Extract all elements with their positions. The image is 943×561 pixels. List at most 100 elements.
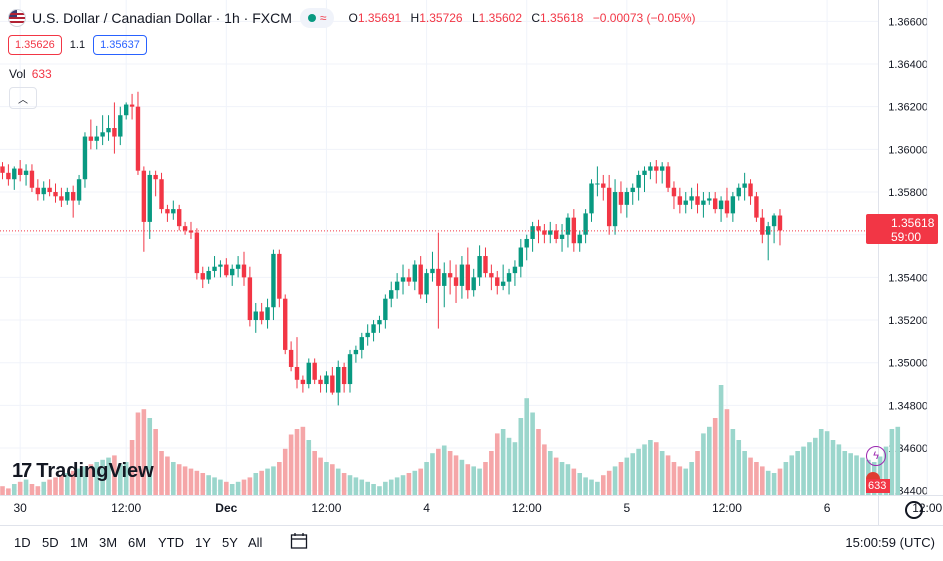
volume-bar [801,446,806,495]
market-status-pill[interactable]: ≈ [299,8,335,28]
range-all-button[interactable]: All [248,535,263,550]
volume-bar [447,451,453,495]
candle-body [518,247,524,267]
candle-body [665,166,671,188]
volume-bar [530,412,535,495]
candle-body [389,290,394,299]
x-tick-label: 12:00 [311,501,341,515]
utc-clock[interactable]: 15:00:59 (UTC) [845,535,935,550]
y-tick-label: 1.35400 [888,272,928,284]
candle-body [695,196,700,205]
buy-price-button[interactable]: 1.35637 [93,35,147,55]
candle-body [383,298,388,321]
volume-bar [436,448,441,495]
range-1d-button[interactable]: 1D [14,535,31,550]
candle-body [506,273,512,282]
x-tick-label: 12:00 [512,501,542,515]
volume-bar [742,451,747,495]
volume-bar [465,464,471,495]
candle-body [406,277,412,282]
range-5y-button[interactable]: 5Y [222,535,238,550]
volume-bar [718,385,724,495]
volume-bar [659,451,665,495]
volume-bar [500,429,506,495]
volume-bar [547,451,553,495]
volume-bar [430,453,435,495]
candle-body [17,168,23,175]
volume-bar [842,451,848,495]
volume-bar [830,440,836,495]
range-3m-button[interactable]: 3M [99,535,118,550]
candle-body [76,179,82,201]
volume-bar [724,409,730,495]
candle-body [447,273,453,278]
range-ytd-button[interactable]: YTD [158,535,184,550]
candle-body [347,354,353,385]
candle-body [288,349,294,367]
volume-bar [630,453,636,495]
volume-bar [400,475,406,495]
volume-bar [818,429,824,495]
volume-bar [518,418,524,495]
volume-bar [536,429,541,495]
volume-bar [312,451,317,495]
candle-body [271,253,276,308]
volume-bar [783,462,789,495]
volume-bar [748,457,753,495]
candle-body [94,136,99,141]
candle-body [601,183,606,188]
candle-body [330,375,335,393]
quote-panel: 1.35626 1.1 1.35637 [8,35,147,55]
volume-bar [418,468,423,495]
tradingview-logo[interactable]: 17 TradingView [12,460,154,483]
volume-bar [388,479,394,495]
candle-body [12,168,17,180]
candle-body [141,170,147,222]
settings-gear-icon[interactable] [905,501,923,519]
candle-body [171,209,176,214]
volume-bar [165,456,170,495]
volume-bar [218,479,223,495]
range-6m-button[interactable]: 6M [128,535,147,550]
volume-bar [377,486,382,495]
symbol-title[interactable]: U.S. Dollar / Canadian Dollar · 1h · FXC… [32,10,292,26]
volume-bar [206,475,211,495]
volume-bar [877,456,883,495]
volume-bar [6,488,11,495]
candle-body [442,273,447,286]
volume-bar [471,466,476,495]
range-1m-button[interactable]: 1M [70,535,89,550]
volume-bar [47,479,52,495]
usd-flag-icon [8,9,26,27]
volume-bar [512,442,518,495]
candle-body [712,198,718,210]
sell-price-button[interactable]: 1.35626 [8,35,62,55]
candle-body [642,170,647,175]
candle-body [112,128,117,137]
volume-bar [300,426,306,495]
volume-tag: 633 [866,479,890,493]
volume-bar [353,477,359,495]
candle-body [659,166,665,171]
volume-bar [565,464,571,495]
calendar-goto-icon[interactable] [290,532,308,550]
price-chart[interactable]: 1.36600 1.36400 1.36200 1.36000 1.35800 1.356… [0,0,943,525]
volume-bar [35,486,41,495]
volume-bar [277,462,282,495]
range-1y-button[interactable]: 1Y [195,535,211,550]
volume-bar [112,455,117,495]
candle-body [412,264,417,282]
candle-body [430,268,435,274]
bottom-toolbar: 1D 5D 1M 3M 6M YTD 1Y 5Y All 15:00:59 (U… [0,525,943,561]
volume-bar [424,462,429,495]
range-5d-button[interactable]: 5D [42,535,59,550]
y-tick-label: 1.36600 [888,16,928,28]
candle-body [247,277,253,321]
ohlc-values: O1.35691 H1.35726 L1.35602 C1.35618 −0.0… [348,11,696,25]
volume-bar [860,457,865,495]
volume-bar [70,470,76,495]
candle-body [70,192,76,201]
candle-body [235,264,241,269]
lightning-icon[interactable]: ϟ [866,446,886,466]
collapse-legend-button[interactable]: ︿ [9,87,37,109]
